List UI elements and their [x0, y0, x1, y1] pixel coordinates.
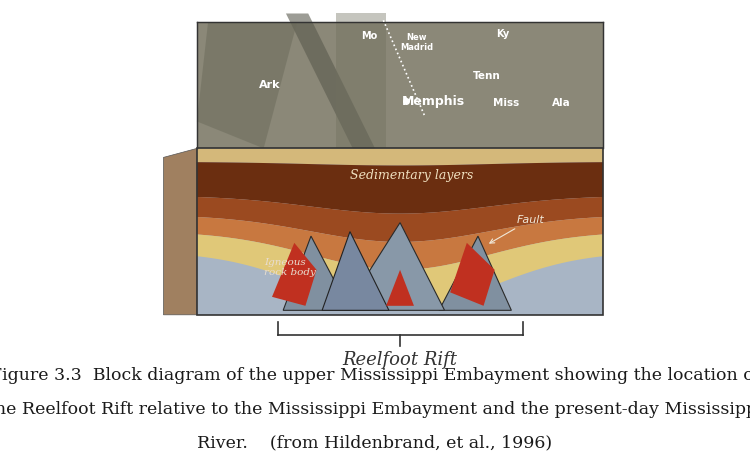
Polygon shape — [197, 23, 603, 149]
Text: New
Madrid: New Madrid — [400, 33, 433, 53]
Text: Ky: Ky — [496, 29, 510, 39]
Text: River.    (from Hildenbrand, et al., 1996): River. (from Hildenbrand, et al., 1996) — [197, 434, 553, 452]
Polygon shape — [450, 243, 495, 306]
Text: the Reelfoot Rift relative to the Mississippi Embayment and the present-day Miss: the Reelfoot Rift relative to the Missis… — [0, 401, 750, 418]
Polygon shape — [286, 14, 375, 149]
Text: Fault: Fault — [490, 215, 544, 243]
Text: Miss: Miss — [493, 98, 519, 108]
Polygon shape — [336, 14, 386, 149]
Polygon shape — [197, 149, 603, 165]
Polygon shape — [197, 162, 603, 214]
Polygon shape — [322, 231, 389, 310]
Text: Tenn: Tenn — [472, 72, 500, 82]
Polygon shape — [197, 235, 603, 310]
Text: Ala: Ala — [552, 98, 571, 108]
Polygon shape — [284, 236, 350, 310]
Polygon shape — [272, 243, 316, 306]
Polygon shape — [197, 23, 297, 149]
Polygon shape — [164, 149, 197, 315]
Text: Figure 3.3  Block diagram of the upper Mississippi Embayment showing the locatio: Figure 3.3 Block diagram of the upper Mi… — [0, 367, 750, 384]
Polygon shape — [197, 217, 603, 270]
Polygon shape — [197, 197, 603, 242]
Text: Ark: Ark — [259, 81, 280, 91]
Polygon shape — [439, 236, 512, 310]
Text: Memphis: Memphis — [402, 95, 465, 108]
Polygon shape — [386, 270, 414, 306]
Text: Igneous
rock body: Igneous rock body — [264, 258, 316, 277]
Text: Reelfoot Rift: Reelfoot Rift — [343, 351, 458, 369]
Text: Sedimentary layers: Sedimentary layers — [350, 169, 472, 182]
Polygon shape — [344, 222, 445, 310]
Polygon shape — [197, 149, 603, 315]
Text: Mo: Mo — [362, 31, 377, 41]
